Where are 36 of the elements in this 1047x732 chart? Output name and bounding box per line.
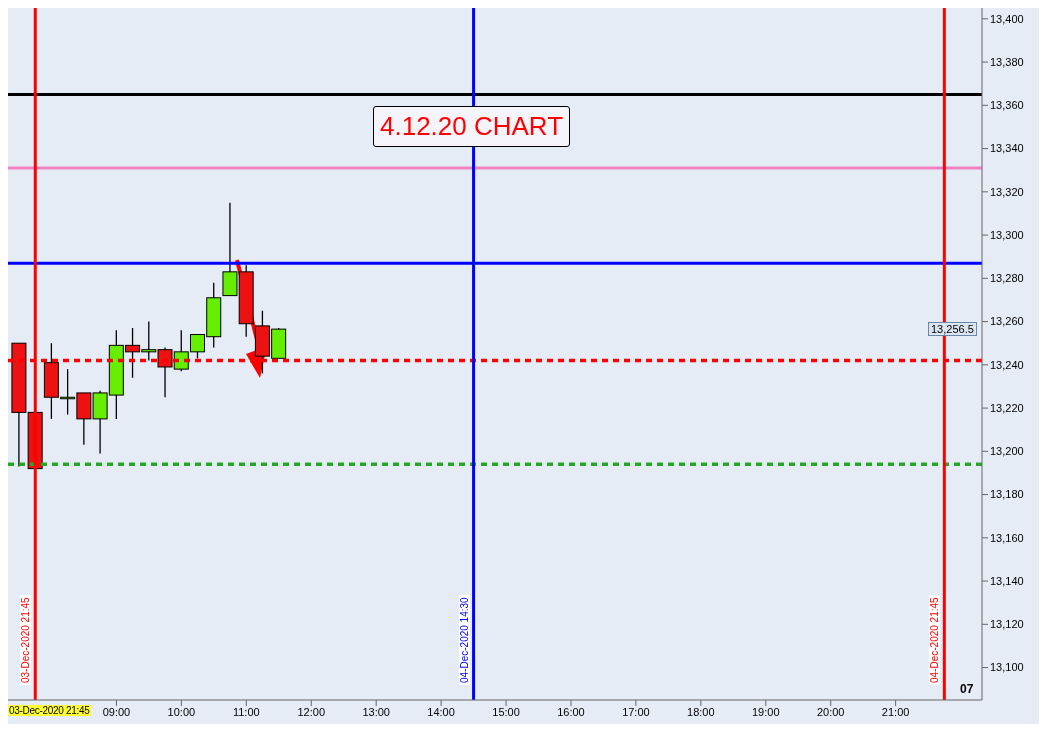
x-tick-label: 18:00: [687, 705, 715, 718]
x-tick-label: 10:00: [167, 705, 196, 718]
y-tick-label: 13,300: [990, 228, 1024, 241]
x-tick-label: 17:00: [622, 705, 650, 718]
annotation: 03-Dec-2020 21:45: [20, 595, 32, 685]
annotation: 07: [960, 682, 974, 696]
y-tick-label: 13,340: [990, 142, 1024, 155]
annotation: 04-Dec-2020 21:45: [929, 595, 941, 685]
x-tick-label: 09:00: [102, 705, 131, 718]
y-tick-label: 13,360: [990, 99, 1024, 112]
x-tick-label: 12:00: [297, 705, 325, 718]
y-tick-label: 13,200: [990, 445, 1024, 458]
y-tick-label: 13,240: [990, 358, 1024, 371]
x-tick-label: 14:00: [427, 705, 455, 718]
x-tick-label: 16:00: [557, 705, 585, 718]
y-tick-label: 13,220: [990, 401, 1024, 414]
y-tick-label: 13,260: [990, 315, 1024, 328]
annotation: 04-Dec-2020 14:30: [458, 595, 470, 685]
y-tick-label: 13,380: [990, 55, 1024, 68]
x-tick-label: 13:00: [362, 705, 390, 718]
x-tick-label: 15:00: [492, 705, 520, 718]
x-tick-label: 19:00: [752, 705, 780, 718]
x-tick-label: 11:00: [232, 705, 260, 718]
text: 03-Dec-2020 21:45: [8, 705, 91, 716]
text: 4.12.20 CHART: [373, 106, 571, 147]
x-tick-label: 20:00: [816, 705, 845, 718]
y-tick-label: 13,400: [990, 12, 1024, 25]
y-tick-label: 13,280: [990, 272, 1024, 285]
x-tick-label: 21:00: [881, 705, 910, 718]
y-tick-label: 13,100: [990, 661, 1024, 674]
y-tick-label: 13,160: [990, 531, 1024, 544]
y-tick-label: 13,180: [990, 488, 1024, 501]
y-tick-label: 13,120: [990, 618, 1024, 631]
y-tick-label: 13,140: [990, 574, 1024, 587]
y-tick-label: 13,320: [990, 185, 1024, 198]
annotation: 13,256.5: [928, 322, 977, 337]
